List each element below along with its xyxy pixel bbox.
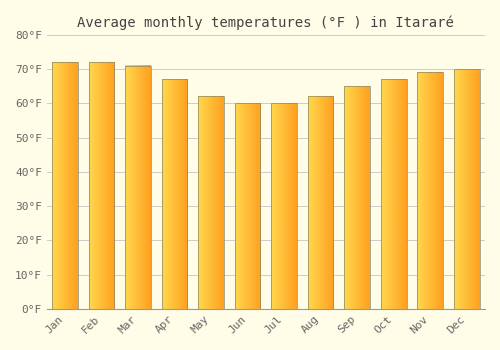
Bar [344,86,370,309]
Bar [89,62,114,309]
Bar [454,69,479,309]
Bar [308,97,334,309]
Bar [418,72,443,309]
Bar [52,62,78,309]
Bar [126,66,151,309]
Bar [198,97,224,309]
Bar [235,103,260,309]
Title: Average monthly temperatures (°F ) in Itararé: Average monthly temperatures (°F ) in It… [78,15,454,29]
Bar [272,103,297,309]
Bar [162,79,188,309]
Bar [381,79,406,309]
